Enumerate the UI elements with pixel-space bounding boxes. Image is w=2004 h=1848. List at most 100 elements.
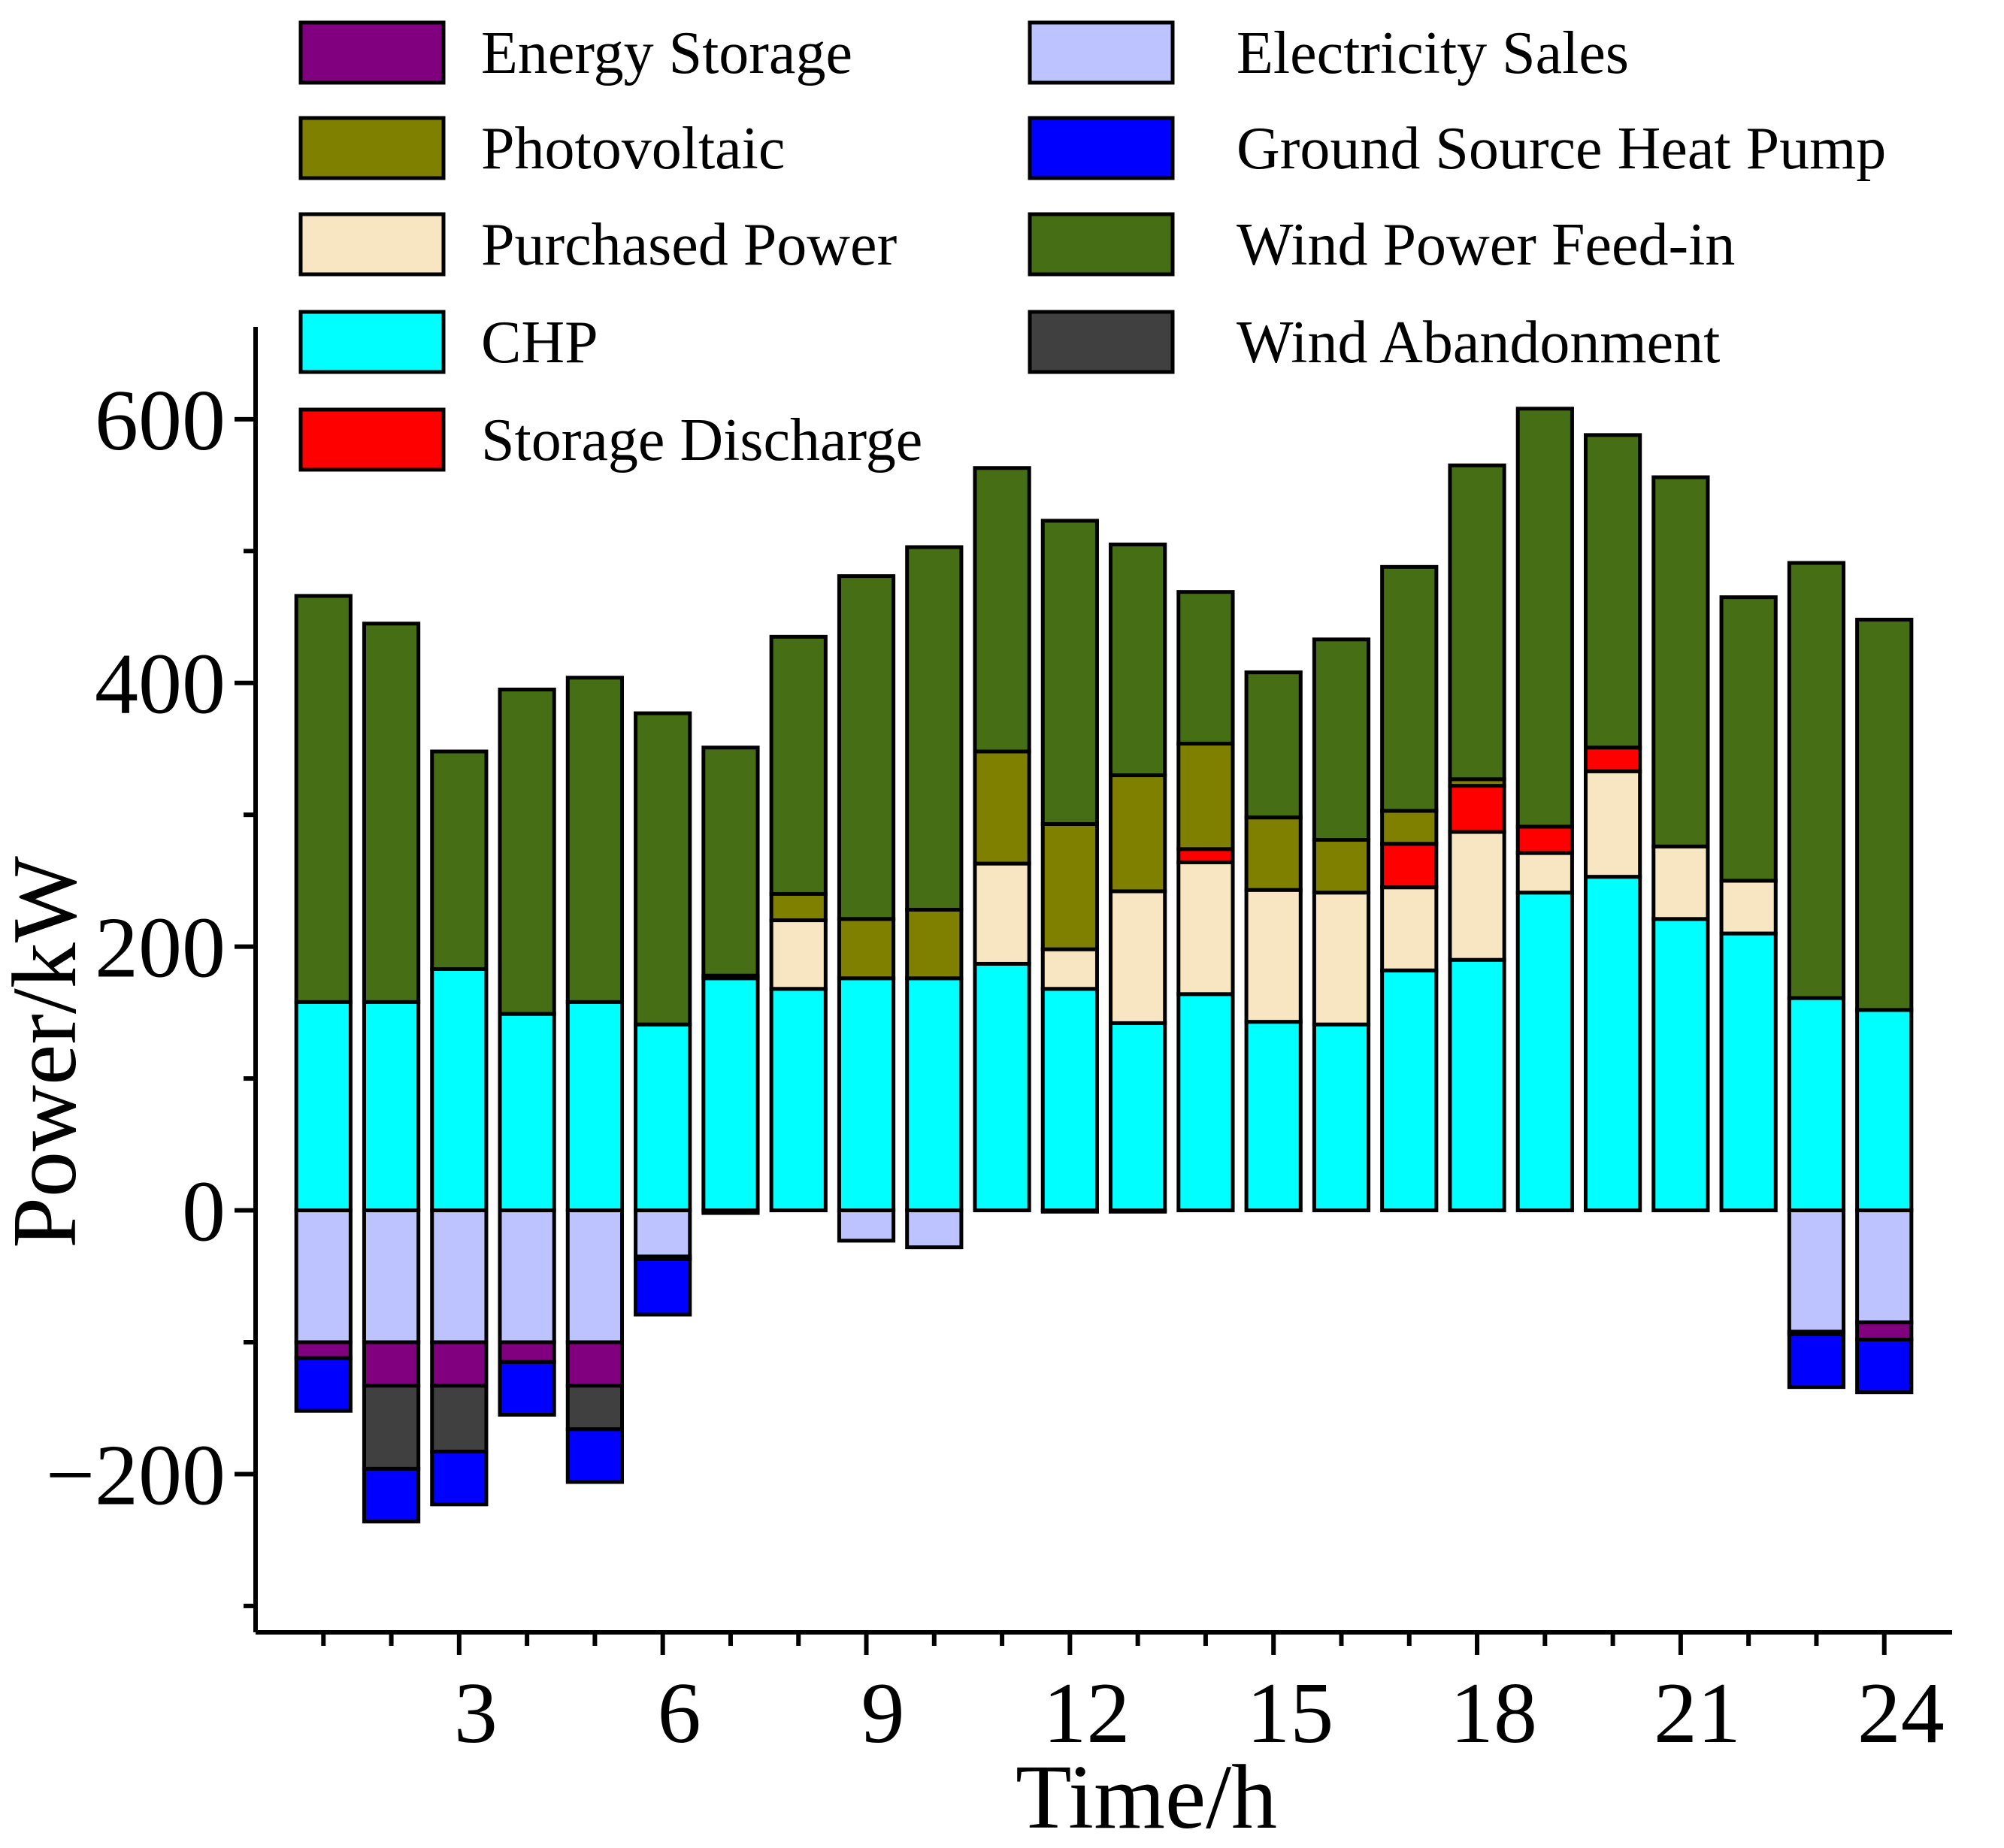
bar-chp-hour-12	[1040, 987, 1099, 1213]
x-tick-label-24: 24	[1857, 1665, 1945, 1762]
y-tick-label--200: −200	[46, 1427, 226, 1523]
y-tick-label-0: 0	[182, 1164, 226, 1260]
bar-energy-storage-hour-1	[294, 1340, 353, 1360]
bar-purchased-power-hour-19	[1515, 851, 1574, 895]
bar-storage-discharge-hour-19	[1515, 824, 1574, 855]
bar-ground-source-heat-pump-hour-6	[634, 1257, 692, 1317]
bar-purchased-power-hour-12	[1040, 947, 1099, 991]
bar-wind-power-feed-in-hour-1	[294, 594, 353, 1004]
bars-group	[294, 407, 1914, 1524]
bar-photovoltaic-hour-14	[1176, 741, 1235, 851]
bar-energy-storage-hour-24	[1855, 1320, 1914, 1341]
bar-storage-discharge-hour-17	[1380, 842, 1439, 890]
bar-photovoltaic-hour-10	[905, 908, 964, 981]
bar-wind-power-feed-in-hour-14	[1176, 590, 1235, 746]
bar-chp-hour-5	[565, 1000, 625, 1213]
legend-label-energy-storage: Energy Storage	[481, 20, 852, 86]
legend-swatch-storage-discharge	[298, 407, 446, 472]
bar-photovoltaic-hour-17	[1380, 809, 1439, 846]
bar-electricity-sales-hour-1	[294, 1208, 353, 1344]
bar-chp-hour-13	[1109, 1021, 1167, 1213]
legend-swatch-wind-abandonment	[1028, 310, 1175, 374]
bar-wind-power-feed-in-hour-22	[1719, 595, 1778, 883]
bar-ground-source-heat-pump-hour-23	[1787, 1332, 1846, 1390]
bar-storage-discharge-hour-18	[1448, 784, 1506, 834]
legend: Energy Storage Photovoltaic Purchased Powe…	[298, 20, 1886, 473]
bar-purchased-power-hour-13	[1109, 889, 1167, 1025]
bar-chp-hour-1	[294, 1000, 353, 1213]
bar-chp-hour-17	[1380, 968, 1439, 1213]
legend-label-storage-discharge: Storage Discharge	[481, 407, 922, 473]
bar-wind-power-feed-in-hour-15	[1244, 670, 1303, 820]
bar-photovoltaic-hour-11	[973, 749, 1031, 866]
bar-photovoltaic-hour-9	[837, 917, 896, 981]
bar-ground-source-heat-pump-hour-5	[565, 1427, 625, 1484]
x-tick-label-15: 15	[1246, 1665, 1333, 1762]
x-axis-title: Time/h	[1016, 1747, 1277, 1848]
bar-chp-hour-10	[905, 976, 964, 1213]
x-tick-label-3: 3	[454, 1665, 498, 1762]
bar-electricity-sales-hour-5	[565, 1208, 625, 1344]
bar-photovoltaic-hour-8	[769, 891, 828, 923]
bar-chp-hour-16	[1312, 1022, 1371, 1213]
y-tick-label-400: 400	[95, 637, 226, 733]
bar-wind-power-feed-in-hour-21	[1651, 475, 1710, 848]
y-tick-label-600: 600	[95, 373, 226, 469]
legend-swatch-purchased-power	[298, 212, 446, 277]
y-axis-title: Power/kW	[0, 856, 95, 1248]
bar-wind-power-feed-in-hour-18	[1448, 463, 1506, 782]
bar-chp-hour-9	[837, 976, 896, 1213]
bar-wind-power-feed-in-hour-6	[634, 711, 692, 1027]
legend-label-purchased-power: Purchased Power	[481, 212, 897, 278]
legend-swatch-electricity-sales	[1028, 20, 1175, 85]
bar-photovoltaic-hour-13	[1109, 773, 1167, 894]
bar-ground-source-heat-pump-hour-2	[362, 1466, 421, 1524]
bar-purchased-power-hour-14	[1176, 860, 1235, 997]
bar-electricity-sales-hour-24	[1855, 1208, 1914, 1325]
bar-photovoltaic-hour-12	[1040, 821, 1099, 951]
bar-electricity-sales-hour-12	[1040, 1208, 1099, 1214]
axes-group	[253, 327, 1952, 1635]
bar-purchased-power-hour-11	[973, 861, 1031, 966]
bar-electricity-sales-hour-2	[362, 1208, 421, 1344]
legend-label-wind-abandonment: Wind Abandonment	[1237, 310, 1720, 376]
bar-wind-power-feed-in-hour-4	[498, 688, 556, 1016]
bar-chp-hour-22	[1719, 931, 1778, 1213]
x-tick-label-18: 18	[1450, 1665, 1537, 1762]
legend-swatch-photovoltaic	[298, 116, 446, 180]
bar-ground-source-heat-pump-hour-24	[1855, 1337, 1914, 1395]
bar-wind-power-feed-in-hour-20	[1583, 433, 1642, 750]
bar-electricity-sales-hour-13	[1109, 1208, 1167, 1214]
bar-electricity-sales-hour-3	[430, 1208, 489, 1344]
bar-wind-power-feed-in-hour-13	[1109, 543, 1167, 778]
bar-purchased-power-hour-16	[1312, 891, 1371, 1027]
bar-purchased-power-hour-8	[769, 918, 828, 991]
bar-wind-power-feed-in-hour-11	[973, 466, 1031, 754]
bar-wind-power-feed-in-hour-17	[1380, 564, 1439, 813]
bar-electricity-sales-hour-10	[905, 1208, 964, 1250]
legend-label-wind-power-feed-in: Wind Power Feed-in	[1237, 212, 1735, 278]
bar-wind-abandonment-hour-3	[430, 1384, 489, 1454]
bar-purchased-power-hour-15	[1244, 888, 1303, 1024]
bar-ground-source-heat-pump-hour-4	[498, 1360, 556, 1417]
bar-chp-hour-19	[1515, 891, 1574, 1213]
bar-wind-power-feed-in-hour-8	[769, 634, 828, 896]
bar-storage-discharge-hour-20	[1583, 746, 1642, 773]
legend-swatch-ground-source-heat-pump	[1028, 116, 1175, 180]
bar-purchased-power-hour-22	[1719, 879, 1778, 936]
bar-wind-power-feed-in-hour-10	[905, 545, 964, 912]
bar-ground-source-heat-pump-hour-1	[294, 1356, 353, 1413]
bar-purchased-power-hour-18	[1448, 830, 1506, 962]
legend-swatch-wind-power-feed-in	[1028, 212, 1175, 277]
bar-chp-hour-6	[634, 1022, 692, 1213]
bar-electricity-sales-hour-4	[498, 1208, 556, 1344]
bar-wind-abandonment-hour-5	[565, 1384, 625, 1432]
bar-electricity-sales-hour-6	[634, 1208, 692, 1259]
bar-chp-hour-8	[769, 987, 828, 1213]
ticks-group: −200 0 200 400 600 3 6 9 12 15 18 21 24	[46, 373, 1945, 1762]
bar-wind-power-feed-in-hour-2	[362, 622, 421, 1004]
bar-wind-power-feed-in-hour-12	[1040, 519, 1099, 826]
legend-swatch-energy-storage	[298, 20, 446, 85]
legend-label-photovoltaic: Photovoltaic	[481, 116, 785, 182]
x-tick-label-12: 12	[1043, 1665, 1130, 1762]
